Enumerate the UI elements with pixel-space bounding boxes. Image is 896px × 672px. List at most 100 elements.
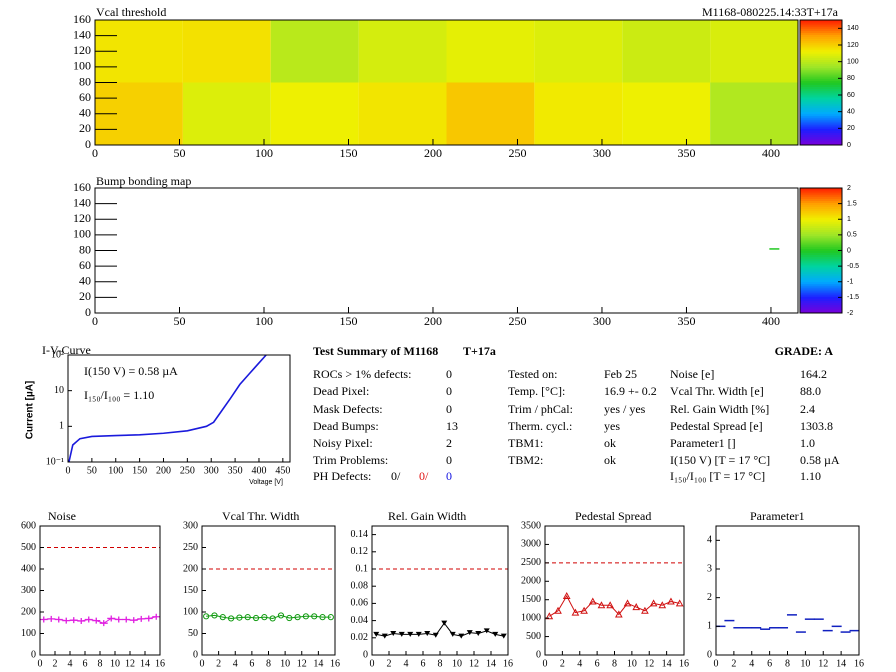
marker: [144, 615, 153, 622]
heatmap-cell: [622, 82, 711, 145]
marker: [54, 616, 63, 623]
marker: [615, 610, 623, 618]
plot-frame: [67, 354, 291, 463]
colorbar-segment: [800, 194, 842, 197]
summary-value: 16.9 +- 0.2: [604, 384, 657, 398]
y-tick-label: 3000: [521, 539, 541, 550]
data-line: [206, 614, 331, 619]
x-tick-label: 0: [200, 658, 205, 669]
y-tick-label: 0: [85, 137, 91, 151]
colorbar-segment: [800, 103, 842, 106]
y-tick-label: 4: [707, 535, 712, 546]
marker: [562, 591, 571, 600]
summary-value: 2: [446, 436, 452, 450]
y-tick-label: 1: [59, 421, 64, 432]
x-tick-label: 250: [508, 146, 526, 160]
x-tick-label: 16: [155, 658, 165, 669]
colorbar-segment: [800, 34, 842, 38]
colorbar-label: 2: [847, 185, 851, 192]
colorbar-segment: [800, 67, 842, 71]
x-tick-label: 12: [125, 658, 135, 669]
marker: [649, 599, 658, 607]
marker: [211, 612, 218, 619]
colorbar-segment: [800, 20, 842, 23]
y-tick-label: 20: [79, 121, 91, 135]
colorbar-segment: [800, 95, 842, 98]
summary-value: 0: [446, 453, 452, 467]
y-tick-label: 40: [79, 106, 91, 120]
marker: [458, 633, 465, 639]
colorbar-frame: [799, 19, 843, 146]
colorbar-segment: [800, 97, 842, 100]
x-tick-label: 50: [87, 465, 97, 476]
colorbar-segment: [800, 47, 842, 50]
marker: [597, 601, 606, 609]
x-tick-label: 8: [266, 658, 271, 669]
data-line: [68, 354, 267, 463]
x-tick-label: 250: [180, 465, 195, 476]
annotation: I(150 V) = 0.58 µA: [84, 364, 178, 378]
summary-label: Mask Defects:: [313, 402, 383, 416]
colorbar-segment: [800, 40, 842, 44]
y-tick-label: 60: [79, 90, 91, 104]
y-tick-label: 0.14: [351, 529, 369, 540]
marker: [107, 615, 116, 622]
x-tick-label: 2: [216, 658, 221, 669]
summary-label: I(150 V) [T = 17 °C]: [670, 453, 770, 467]
summary-value: yes: [604, 419, 620, 433]
y-tick-label: 0.12: [351, 546, 369, 557]
colorbar-segment: [800, 310, 842, 314]
y-tick-label: 0: [193, 649, 198, 660]
colorbar-segment: [800, 248, 842, 251]
x-tick-label: 0: [370, 658, 375, 669]
x-tick-label: 10: [452, 658, 462, 669]
marker: [319, 614, 326, 621]
marker: [62, 617, 71, 624]
marker: [390, 631, 397, 636]
colorbar-segment: [800, 254, 842, 258]
y-tick-label: 10²: [51, 349, 64, 360]
colorbar-segment: [800, 59, 842, 63]
summary-label: TBM1:: [508, 436, 543, 450]
colorbar-segment: [800, 277, 842, 281]
summary-value: Feb 25: [604, 367, 637, 381]
colorbar-segment: [800, 38, 842, 42]
x-tick-label: 4: [577, 658, 582, 669]
y-tick-label: 200: [183, 563, 198, 574]
heatmap-cell: [270, 20, 359, 83]
chart-title: Parameter1: [750, 509, 805, 523]
x-tick-label: 8: [612, 658, 617, 669]
colorbar-segment: [800, 105, 842, 108]
y-tick-label: 250: [183, 542, 198, 553]
colorbar-label: 0: [847, 142, 851, 149]
colorbar-segment: [800, 215, 842, 218]
colorbar-segment: [800, 210, 842, 214]
marker: [244, 614, 251, 621]
marker: [580, 606, 588, 614]
marker: [381, 633, 388, 639]
colorbar-segment: [800, 78, 842, 81]
colorbar-segment: [800, 124, 842, 127]
summary-value: 0/: [419, 469, 429, 483]
x-tick-label: 8: [785, 658, 790, 669]
colorbar-segment: [800, 28, 842, 31]
colorbar-segment: [800, 296, 842, 299]
x-tick-label: 2: [387, 658, 392, 669]
summary-label: Trim Problems:: [313, 453, 388, 467]
colorbar-segment: [800, 233, 842, 237]
colorbar-segment: [800, 107, 842, 110]
y-tick-label: 100: [21, 628, 36, 639]
summary-tag: T+17a: [463, 344, 496, 358]
colorbar-label: 80: [847, 75, 855, 82]
x-tick-label: 0: [543, 658, 548, 669]
colorbar-segment: [800, 82, 842, 85]
heatmap-cell: [182, 20, 271, 83]
marker: [327, 614, 334, 621]
y-tick-label: 160: [73, 180, 91, 194]
colorbar-label: -1: [847, 279, 853, 286]
summary-value: 0: [446, 384, 452, 398]
x-tick-label: 0: [92, 146, 98, 160]
y-tick-label: 200: [21, 606, 36, 617]
summary-value: 0/: [391, 469, 401, 483]
